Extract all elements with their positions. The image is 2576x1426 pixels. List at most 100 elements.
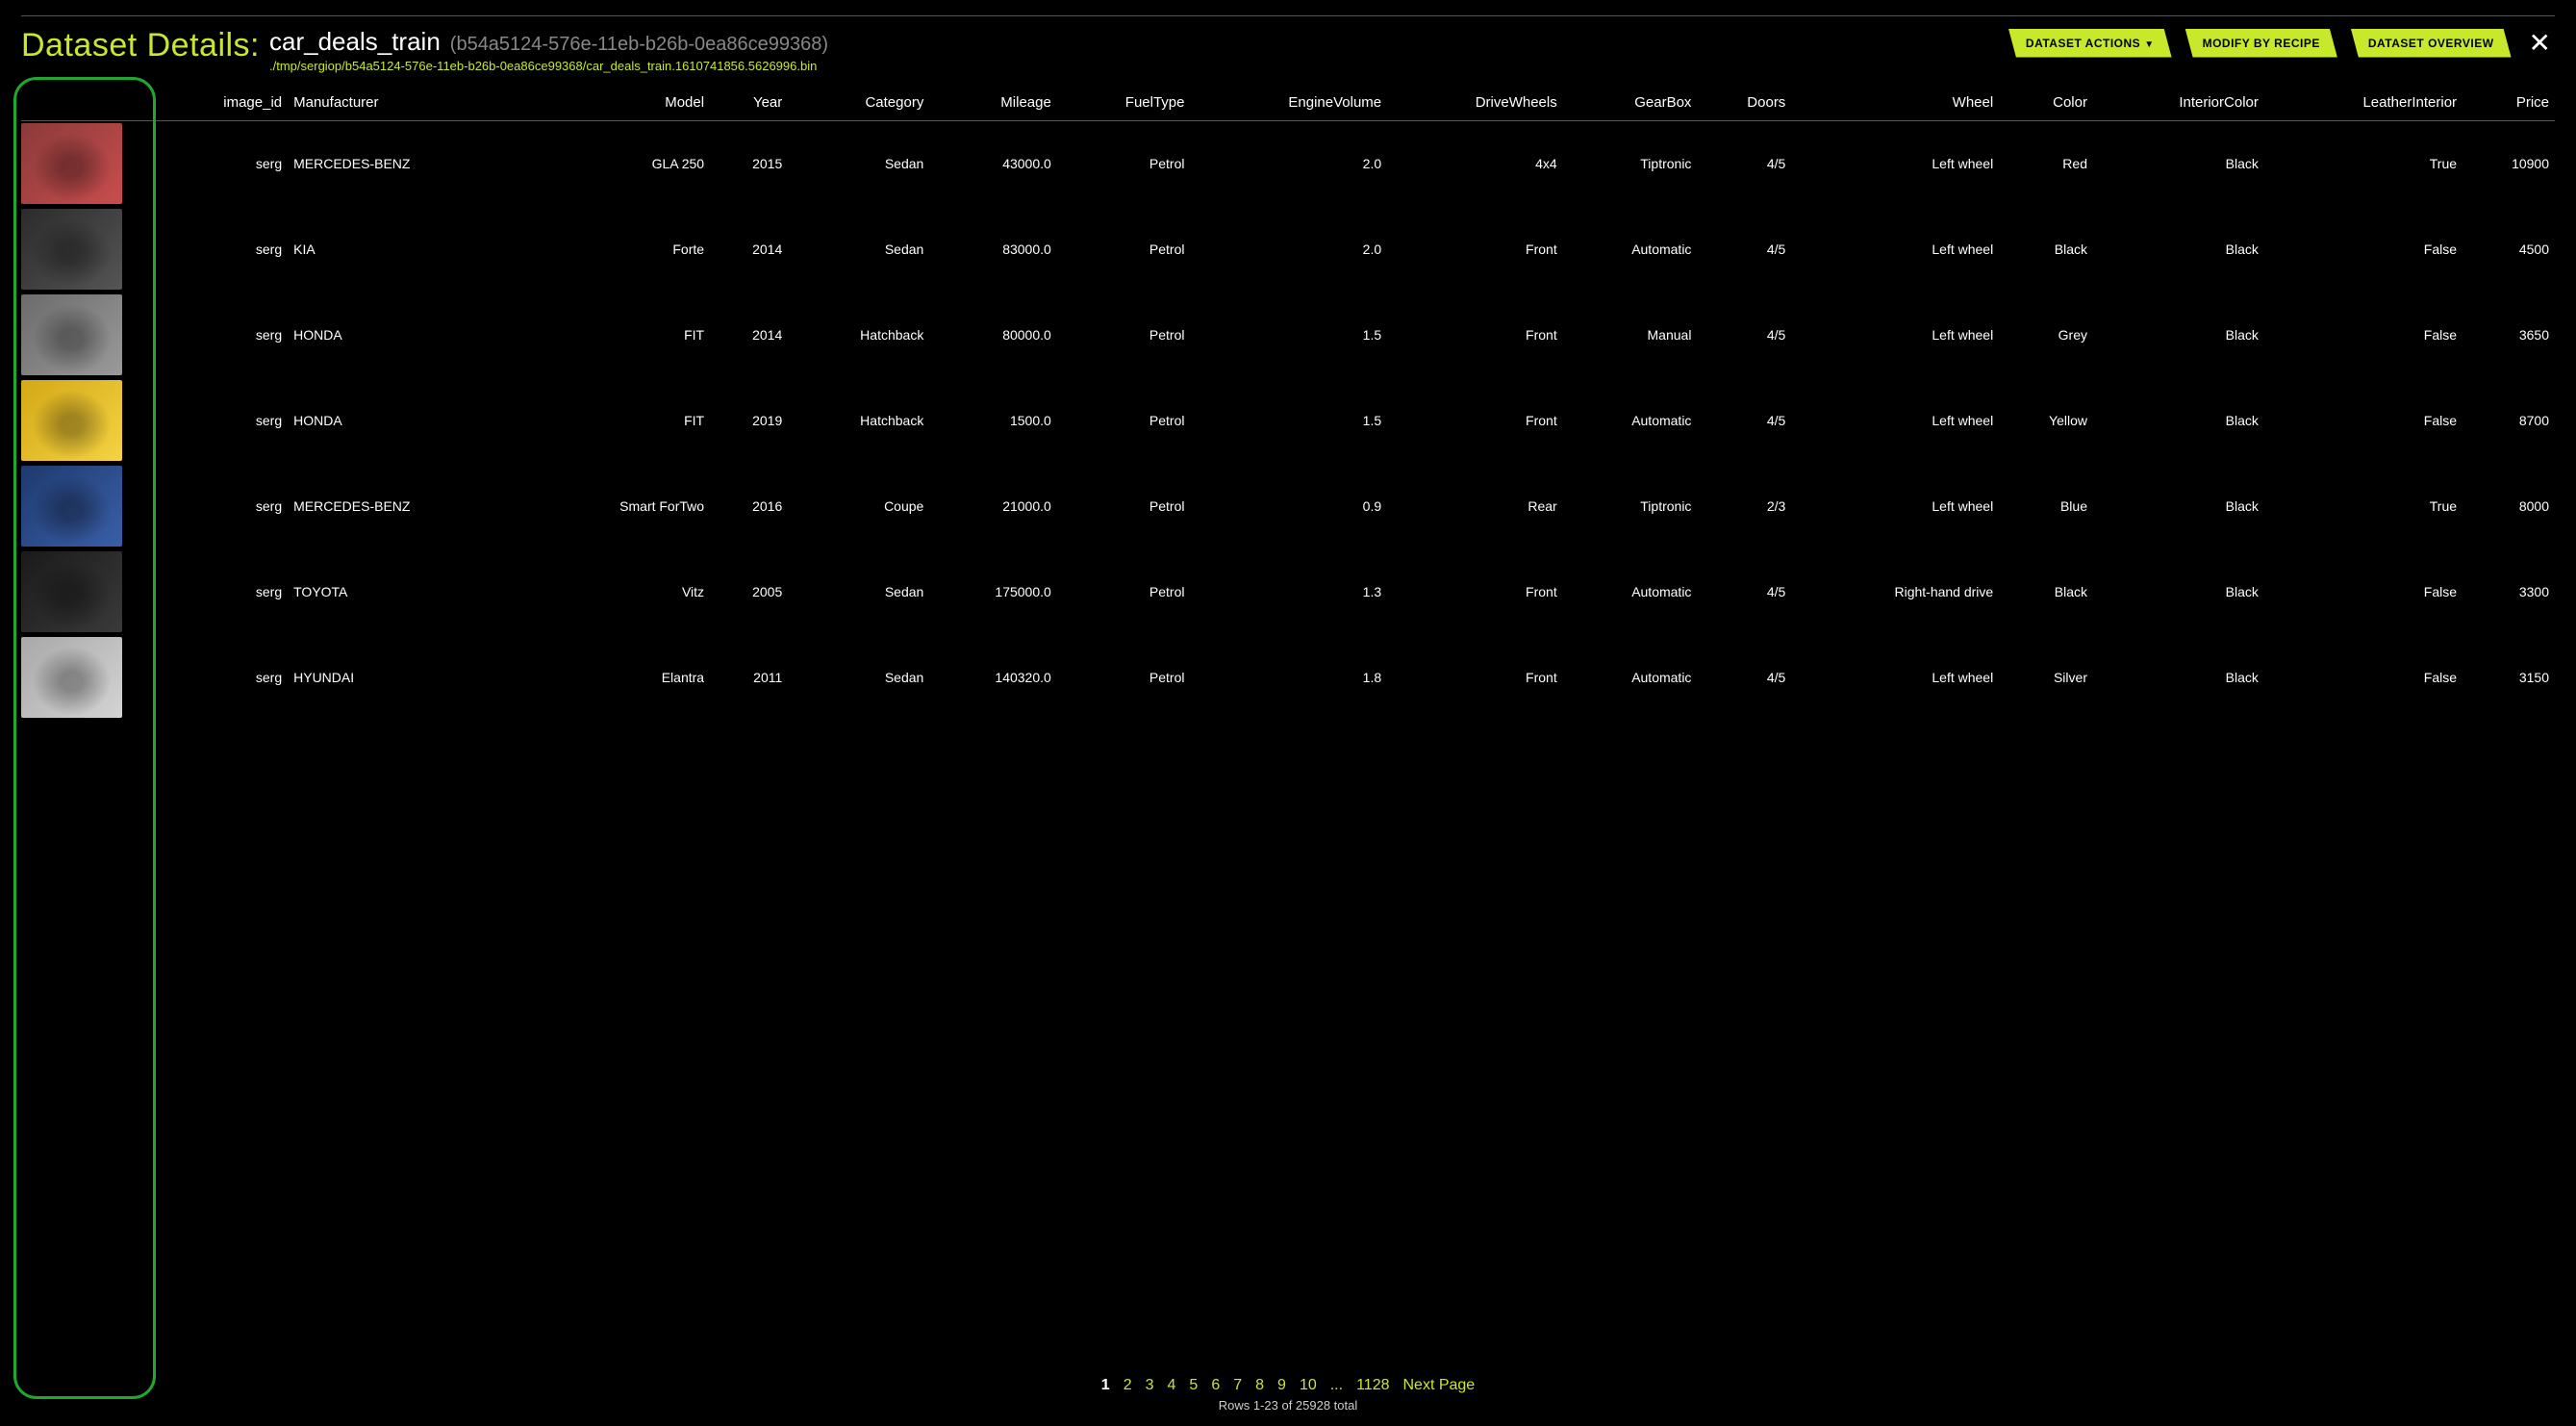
cell-category: Hatchback — [788, 378, 929, 464]
pager-page[interactable]: 5 — [1189, 1377, 1198, 1394]
cell-category: Sedan — [788, 121, 929, 207]
cell-color: Grey — [1999, 293, 2093, 378]
car-thumbnail[interactable] — [21, 551, 122, 632]
cell-gearbox: Manual — [1563, 293, 1698, 378]
dataset-overview-button[interactable]: DATASET OVERVIEW — [2351, 29, 2512, 58]
cell-mileage: 175000.0 — [929, 549, 1056, 635]
cell-leatherinterior: True — [2264, 121, 2462, 207]
cell-color: Red — [1999, 121, 2093, 207]
cell-drivewheels: Front — [1387, 207, 1563, 293]
data-table: image_idManufacturerModelYearCategoryMil… — [21, 85, 2555, 721]
cell-mileage: 1500.0 — [929, 378, 1056, 464]
car-thumbnail[interactable] — [21, 123, 122, 204]
pager-page[interactable]: 4 — [1168, 1377, 1176, 1394]
pager-page[interactable]: 8 — [1255, 1377, 1264, 1394]
cell-doors: 2/3 — [1697, 464, 1791, 549]
column-header[interactable]: Year — [710, 85, 788, 121]
column-header[interactable]: Doors — [1697, 85, 1791, 121]
cell-thumbnail — [21, 121, 156, 207]
car-thumbnail[interactable] — [21, 209, 122, 290]
cell-thumbnail — [21, 207, 156, 293]
dataset-actions-button[interactable]: DATASET ACTIONS▼ — [2008, 29, 2172, 58]
cell-image_id: serg — [156, 121, 288, 207]
cell-doors: 4/5 — [1697, 207, 1791, 293]
cell-category: Hatchback — [788, 293, 929, 378]
column-header[interactable]: Color — [1999, 85, 2093, 121]
column-header[interactable] — [21, 85, 156, 121]
column-header[interactable]: image_id — [156, 85, 288, 121]
cell-year: 2014 — [710, 293, 788, 378]
cell-image_id: serg — [156, 293, 288, 378]
column-header[interactable]: Price — [2462, 85, 2555, 121]
cell-enginevolume: 1.5 — [1191, 378, 1388, 464]
cell-interiorcolor: Black — [2093, 464, 2264, 549]
column-header[interactable]: Manufacturer — [288, 85, 529, 121]
column-header[interactable]: EngineVolume — [1191, 85, 1388, 121]
car-thumbnail[interactable] — [21, 466, 122, 547]
cell-price: 3150 — [2462, 635, 2555, 721]
cell-fueltype: Petrol — [1057, 293, 1191, 378]
cell-year: 2016 — [710, 464, 788, 549]
cell-leatherinterior: False — [2264, 549, 2462, 635]
close-icon[interactable]: ✕ — [2525, 27, 2555, 59]
column-header[interactable]: LeatherInterior — [2264, 85, 2462, 121]
pager-page[interactable]: 6 — [1211, 1377, 1220, 1394]
pager-page[interactable]: 2 — [1124, 1377, 1132, 1394]
cell-wheel: Left wheel — [1791, 121, 1999, 207]
column-header[interactable]: Wheel — [1791, 85, 1999, 121]
table-container: image_idManufacturerModelYearCategoryMil… — [21, 85, 2555, 1361]
cell-thumbnail — [21, 549, 156, 635]
table-row[interactable]: sergKIAForte2014Sedan83000.0Petrol2.0Fro… — [21, 207, 2555, 293]
header: Dataset Details: car_deals_train (b54a51… — [21, 27, 2555, 73]
cell-color: Black — [1999, 549, 2093, 635]
column-header[interactable]: DriveWheels — [1387, 85, 1563, 121]
table-row[interactable]: sergHONDAFIT2019Hatchback1500.0Petrol1.5… — [21, 378, 2555, 464]
cell-manufacturer: TOYOTA — [288, 549, 529, 635]
pager-next[interactable]: Next Page — [1402, 1377, 1475, 1394]
cell-category: Sedan — [788, 207, 929, 293]
dataset-uuid: (b54a5124-576e-11eb-b26b-0ea86ce99368) — [450, 34, 828, 56]
title-row: car_deals_train (b54a5124-576e-11eb-b26b… — [269, 27, 828, 57]
cell-manufacturer: MERCEDES-BENZ — [288, 464, 529, 549]
table-row[interactable]: sergTOYOTAVitz2005Sedan175000.0Petrol1.3… — [21, 549, 2555, 635]
cell-leatherinterior: False — [2264, 293, 2462, 378]
pager-page[interactable]: 9 — [1277, 1377, 1286, 1394]
column-header[interactable]: InteriorColor — [2093, 85, 2264, 121]
cell-interiorcolor: Black — [2093, 207, 2264, 293]
pager-page[interactable]: 1128 — [1356, 1377, 1389, 1394]
cell-fueltype: Petrol — [1057, 207, 1191, 293]
table-row[interactable]: sergHONDAFIT2014Hatchback80000.0Petrol1.… — [21, 293, 2555, 378]
car-thumbnail[interactable] — [21, 637, 122, 718]
cell-image_id: serg — [156, 207, 288, 293]
cell-wheel: Left wheel — [1791, 378, 1999, 464]
pager-page[interactable]: 7 — [1233, 1377, 1242, 1394]
column-header[interactable]: Model — [529, 85, 710, 121]
pager-page[interactable]: 10 — [1300, 1377, 1317, 1394]
cell-color: Yellow — [1999, 378, 2093, 464]
car-thumbnail[interactable] — [21, 294, 122, 375]
car-thumbnail[interactable] — [21, 380, 122, 461]
cell-wheel: Left wheel — [1791, 635, 1999, 721]
column-header[interactable]: FuelType — [1057, 85, 1191, 121]
column-header[interactable]: Category — [788, 85, 929, 121]
header-actions: DATASET ACTIONS▼ MODIFY BY RECIPE DATASE… — [2008, 27, 2555, 59]
table-row[interactable]: sergHYUNDAIElantra2011Sedan140320.0Petro… — [21, 635, 2555, 721]
cell-thumbnail — [21, 464, 156, 549]
cell-model: Forte — [529, 207, 710, 293]
cell-price: 4500 — [2462, 207, 2555, 293]
column-header[interactable]: Mileage — [929, 85, 1056, 121]
column-header[interactable]: GearBox — [1563, 85, 1698, 121]
pager-page[interactable]: 3 — [1146, 1377, 1154, 1394]
cell-mileage: 21000.0 — [929, 464, 1056, 549]
cell-model: GLA 250 — [529, 121, 710, 207]
table-row[interactable]: sergMERCEDES-BENZGLA 2502015Sedan43000.0… — [21, 121, 2555, 207]
pager-page[interactable]: 1 — [1101, 1377, 1110, 1394]
modify-by-recipe-button[interactable]: MODIFY BY RECIPE — [2185, 29, 2337, 58]
table-row[interactable]: sergMERCEDES-BENZSmart ForTwo2016Coupe21… — [21, 464, 2555, 549]
pager-pages: 12345678910...1128Next Page — [0, 1377, 2576, 1394]
cell-color: Silver — [1999, 635, 2093, 721]
cell-gearbox: Automatic — [1563, 378, 1698, 464]
cell-manufacturer: KIA — [288, 207, 529, 293]
table-head: image_idManufacturerModelYearCategoryMil… — [21, 85, 2555, 121]
cell-color: Black — [1999, 207, 2093, 293]
